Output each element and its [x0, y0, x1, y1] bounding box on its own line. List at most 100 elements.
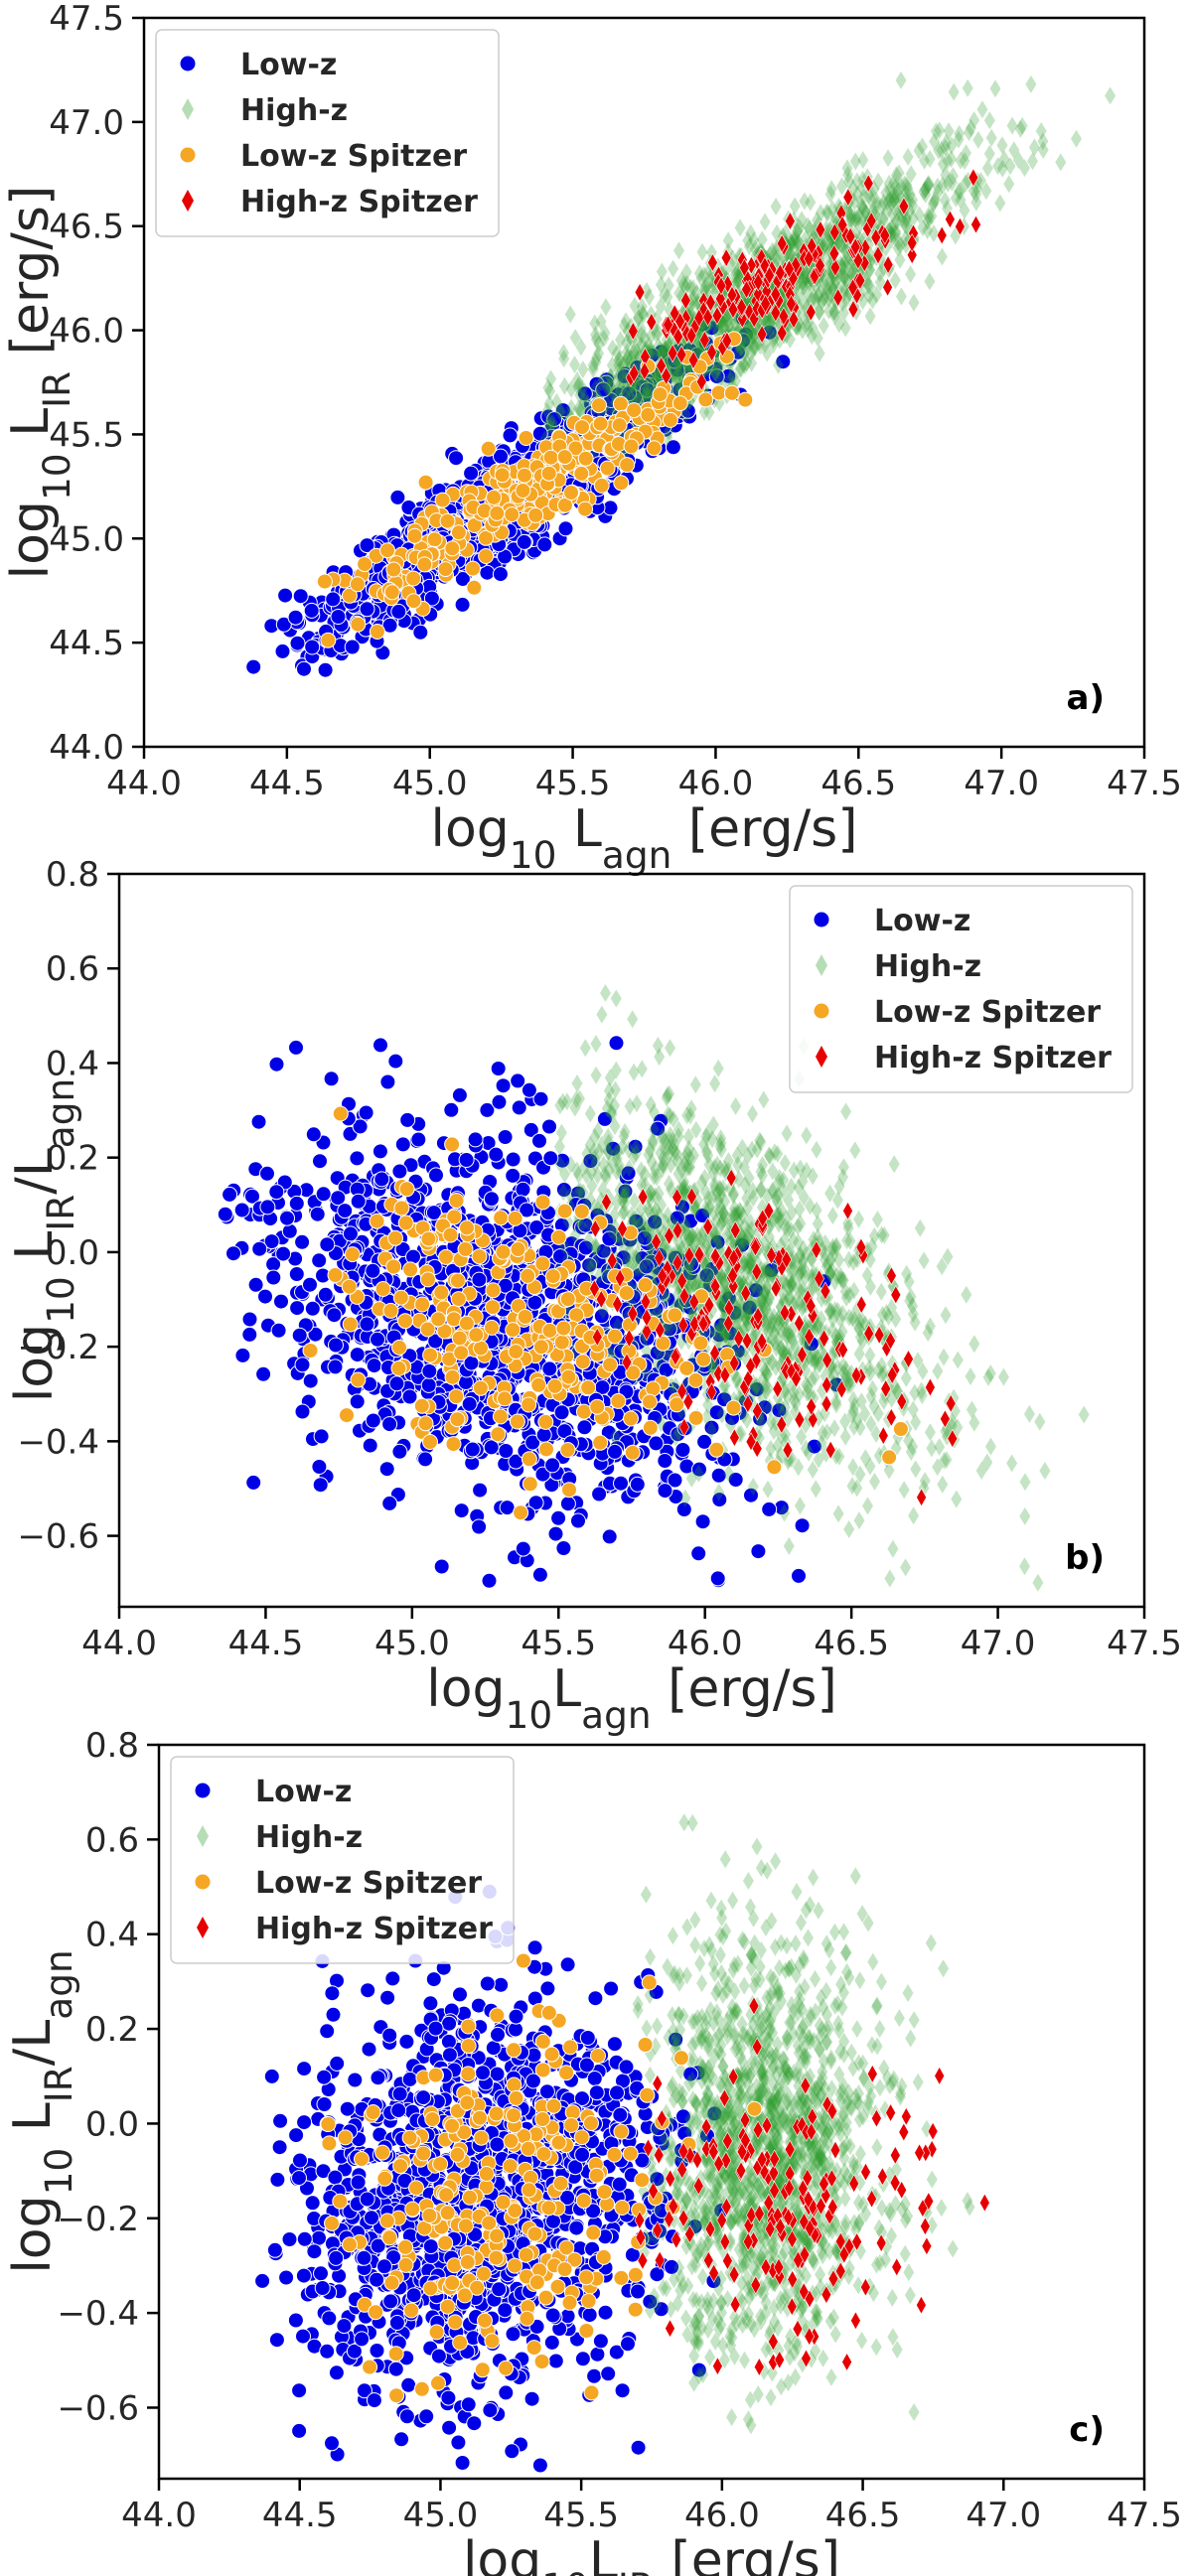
data-point	[673, 241, 684, 260]
data-point	[850, 209, 862, 227]
data-point	[417, 474, 434, 491]
data-point	[801, 1126, 813, 1145]
data-point	[1078, 1405, 1090, 1424]
data-point	[710, 1324, 722, 1343]
data-point	[844, 205, 856, 223]
data-point	[906, 245, 918, 265]
data-point	[478, 548, 495, 564]
data-point	[528, 1219, 545, 1235]
data-point	[499, 1500, 516, 1516]
data-point	[328, 1337, 344, 1354]
data-point	[739, 345, 750, 363]
data-point	[818, 316, 829, 335]
legend-marker	[182, 98, 194, 120]
data-point	[779, 1398, 791, 1417]
data-point	[608, 1035, 625, 1052]
data-point	[601, 1230, 618, 1247]
data-point	[786, 1203, 798, 1221]
data-point	[814, 236, 825, 255]
data-point	[492, 566, 509, 583]
data-point	[359, 537, 375, 554]
data-point	[705, 293, 716, 313]
data-point	[894, 250, 906, 269]
data-point	[646, 312, 658, 332]
data-point	[847, 1458, 859, 1477]
data-point	[574, 419, 590, 436]
data-point	[760, 1319, 772, 1338]
data-point	[837, 304, 849, 323]
data-point	[790, 230, 802, 249]
data-point	[621, 343, 633, 361]
data-point	[859, 237, 871, 258]
data-point	[733, 272, 745, 291]
data-point	[542, 378, 554, 397]
data-point	[767, 1313, 779, 1331]
data-point	[607, 339, 619, 358]
data-point	[832, 1504, 844, 1523]
data-point	[233, 1202, 250, 1218]
data-point	[950, 189, 962, 208]
scatter-points	[217, 984, 1090, 1592]
data-point	[862, 276, 874, 295]
data-point	[703, 1419, 720, 1436]
data-point	[836, 1304, 848, 1323]
data-point	[764, 265, 775, 285]
data-point	[427, 1333, 444, 1350]
data-point	[732, 1204, 744, 1222]
data-point	[349, 1347, 366, 1363]
data-point	[543, 418, 555, 437]
data-point	[399, 1111, 416, 1128]
data-point	[241, 1311, 258, 1328]
legend-entry: High-z	[240, 93, 348, 128]
data-point	[543, 394, 555, 413]
data-point	[771, 1402, 788, 1419]
data-point	[937, 1475, 949, 1494]
data-point	[839, 1412, 851, 1431]
data-point	[922, 213, 934, 230]
data-point	[872, 172, 884, 191]
data-point	[801, 268, 812, 287]
data-point	[743, 1487, 759, 1503]
data-point	[828, 303, 840, 322]
data-point	[866, 193, 878, 211]
data-point	[892, 182, 904, 200]
data-point	[761, 1278, 773, 1297]
data-point	[824, 285, 836, 304]
data-point	[577, 1239, 594, 1256]
data-point	[794, 1281, 806, 1300]
data-point	[752, 272, 764, 292]
data-point	[759, 1283, 771, 1302]
data-point	[731, 272, 743, 291]
data-point	[641, 382, 653, 401]
data-point	[598, 329, 610, 348]
data-point	[763, 1322, 775, 1341]
data-point	[317, 1286, 334, 1303]
data-point	[673, 363, 685, 382]
data-point	[940, 138, 952, 157]
data-point	[736, 297, 747, 317]
data-point	[703, 1261, 714, 1280]
data-point	[792, 221, 804, 240]
data-point	[746, 354, 758, 372]
legend-entry: Low-z	[240, 48, 337, 82]
data-point	[390, 603, 407, 620]
data-point	[592, 415, 609, 432]
data-point	[556, 497, 573, 513]
data-point	[984, 1364, 996, 1382]
data-point	[923, 207, 935, 224]
data-point	[865, 211, 877, 231]
data-point	[800, 266, 811, 285]
data-point	[1004, 157, 1016, 176]
data-point	[888, 1155, 900, 1174]
data-point	[662, 428, 673, 447]
data-point	[803, 248, 815, 269]
data-point	[643, 1224, 655, 1242]
data-point	[573, 375, 585, 394]
data-point	[883, 1307, 894, 1326]
data-point	[739, 257, 750, 278]
data-point	[955, 151, 967, 170]
data-point	[705, 271, 716, 290]
data-point	[558, 350, 570, 368]
data-point	[685, 326, 697, 346]
data-point	[657, 1453, 673, 1469]
